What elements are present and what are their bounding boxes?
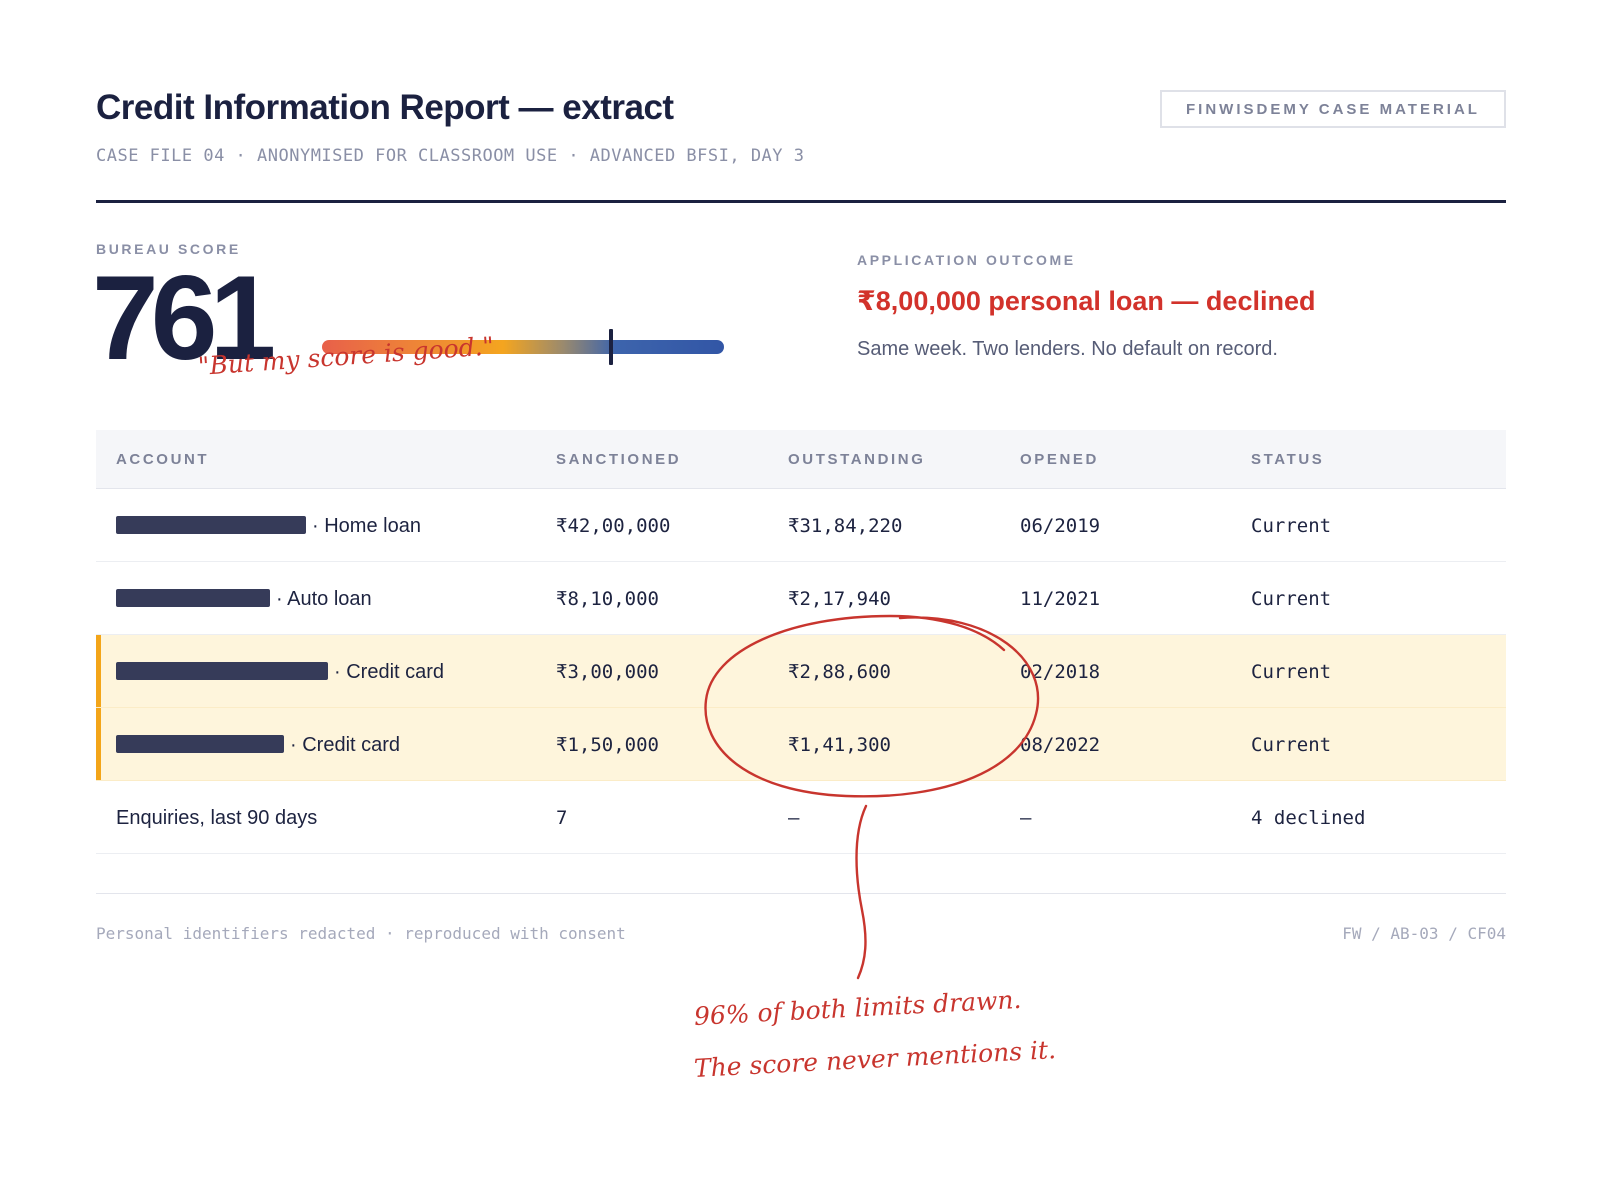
opened-cell: 08/2022 (1020, 734, 1101, 756)
redaction-bar (116, 515, 306, 534)
accounts-table: ACCOUNT SANCTIONED OUTSTANDING OPENED ST… (96, 430, 1506, 854)
account-cell: Enquiries, last 90 days (116, 807, 318, 829)
redaction-bar (116, 588, 270, 607)
account-cell: · Credit card (116, 734, 400, 757)
account-cell: · Credit card (116, 661, 444, 684)
footer-reference: FW / AB-03 / CF04 (1342, 924, 1506, 943)
sanctioned-cell: ₹3,00,000 (556, 661, 659, 683)
status-cell: Current (1251, 661, 1332, 683)
column-header-opened: OPENED (1020, 451, 1099, 468)
bureau-score-value: 761 (92, 251, 276, 385)
table-header: ACCOUNT SANCTIONED OUTSTANDING OPENED ST… (96, 430, 1506, 489)
outcome-detail: Same week. Two lenders. No default on re… (857, 338, 1278, 360)
outstanding-cell: — (788, 807, 800, 829)
outstanding-cell: ₹31,84,220 (788, 515, 903, 537)
outstanding-cell: ₹1,41,300 (788, 734, 891, 756)
table-row-highlighted: · Credit card ₹3,00,000 ₹2,88,600 02/201… (96, 635, 1506, 708)
page-title: Credit Information Report — extract (96, 88, 674, 127)
redaction-bar (116, 734, 284, 753)
opened-cell: — (1020, 807, 1032, 829)
case-material-badge: FINWISDEMY CASE MATERIAL (1160, 90, 1506, 128)
column-header-status: STATUS (1251, 451, 1325, 468)
outstanding-cell: ₹2,88,600 (788, 661, 891, 683)
account-type: · Auto loan (276, 588, 372, 610)
table-row-highlighted: · Credit card ₹1,50,000 ₹1,41,300 08/202… (96, 708, 1506, 781)
footer-note: Personal identifiers redacted · reproduc… (96, 924, 626, 943)
application-outcome-label: APPLICATION OUTCOME (857, 252, 1076, 268)
score-gauge-marker (609, 329, 614, 365)
redaction-bar (116, 661, 328, 680)
status-cell: Current (1251, 588, 1332, 610)
annotation-note-line-2: The score never mentions it. (693, 1035, 1057, 1083)
bureau-score-label: BUREAU SCORE (96, 241, 241, 257)
status-cell: Current (1251, 515, 1332, 537)
opened-cell: 11/2021 (1020, 588, 1101, 610)
table-row: · Home loan ₹42,00,000 ₹31,84,220 06/201… (96, 489, 1506, 562)
column-header-account: ACCOUNT (116, 451, 210, 468)
opened-cell: 02/2018 (1020, 661, 1101, 683)
sanctioned-cell: ₹8,10,000 (556, 588, 659, 610)
outcome-headline: ₹8,00,000 personal loan — declined (857, 286, 1316, 316)
sanctioned-cell: ₹1,50,000 (556, 734, 659, 756)
status-cell: 4 declined (1251, 807, 1366, 829)
sanctioned-cell: ₹42,00,000 (556, 515, 671, 537)
account-type: · Home loan (312, 515, 421, 537)
column-header-outstanding: OUTSTANDING (788, 451, 926, 468)
outstanding-cell: ₹2,17,940 (788, 588, 891, 610)
header-divider (96, 200, 1506, 203)
table-row-enquiries: Enquiries, last 90 days 7 — — 4 declined (96, 781, 1506, 854)
case-subtitle: CASE FILE 04 · ANONYMISED FOR CLASSROOM … (96, 146, 805, 166)
opened-cell: 06/2019 (1020, 515, 1101, 537)
annotation-note-line-1: 96% of both limits drawn. (693, 984, 1023, 1031)
account-type: · Credit card (290, 734, 401, 756)
column-header-sanctioned: SANCTIONED (556, 451, 682, 468)
account-cell: · Home loan (116, 515, 421, 538)
status-cell: Current (1251, 734, 1332, 756)
sanctioned-cell: 7 (556, 807, 568, 829)
account-cell: · Auto loan (116, 588, 372, 611)
account-type: · Credit card (334, 661, 445, 683)
footer-divider (96, 893, 1506, 894)
table-row: · Auto loan ₹8,10,000 ₹2,17,940 11/2021 … (96, 562, 1506, 635)
score-gauge-bar (322, 340, 724, 354)
